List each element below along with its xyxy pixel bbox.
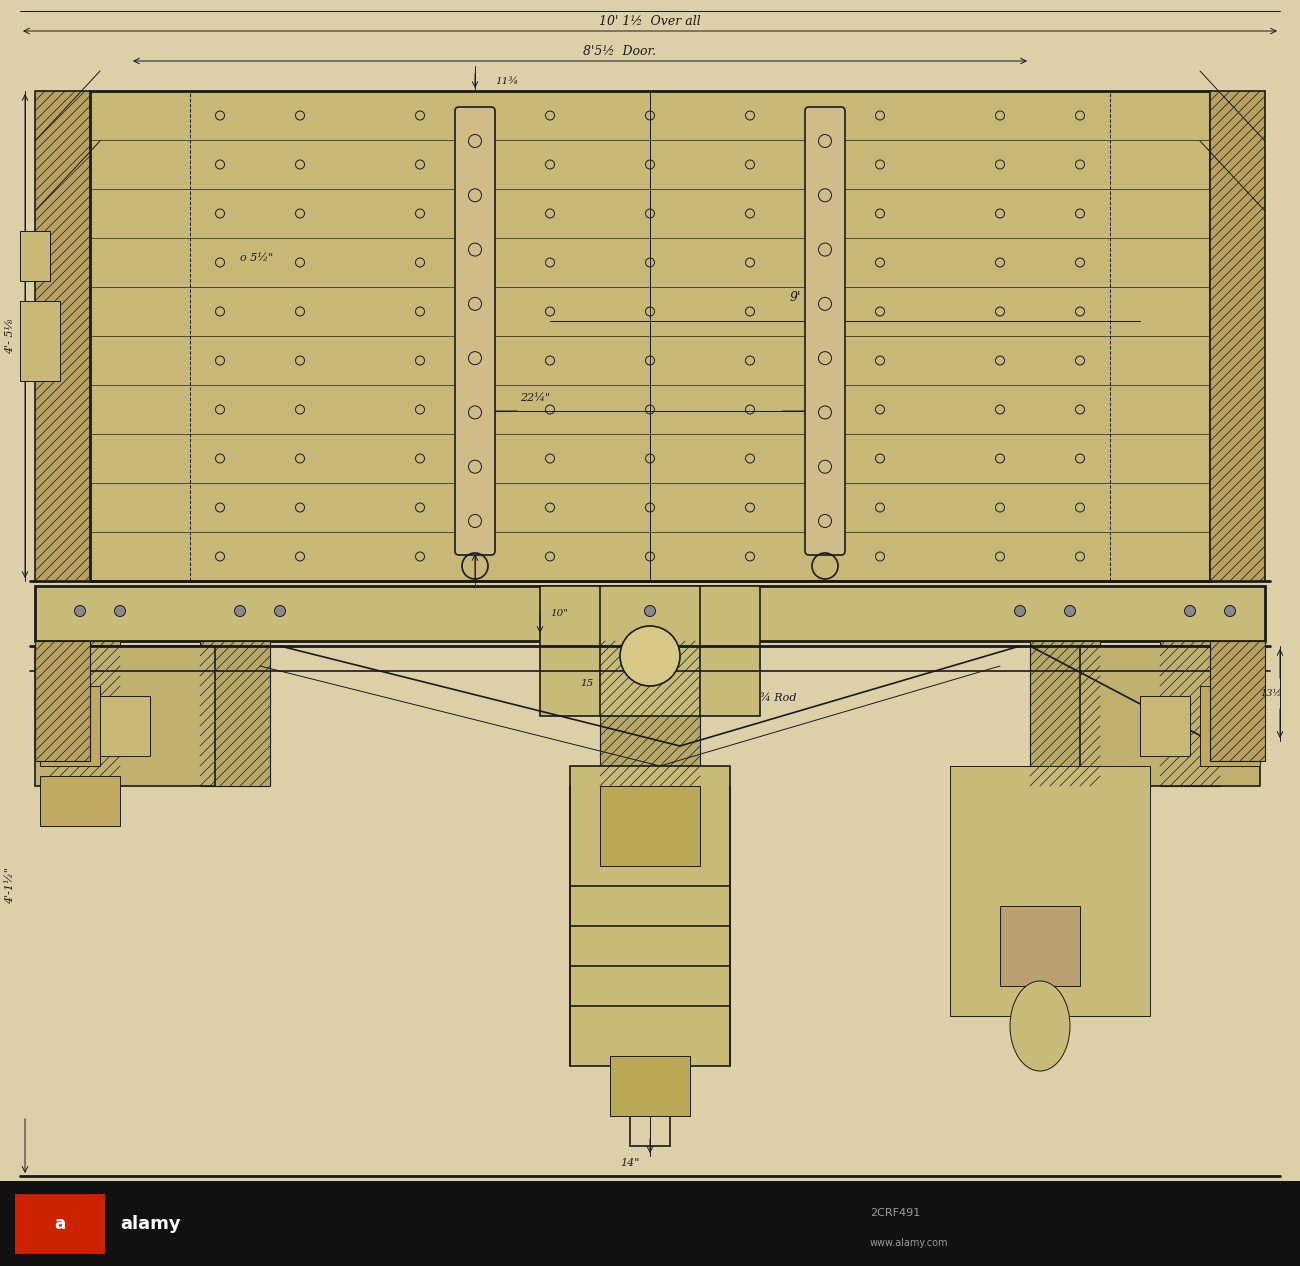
Bar	[90, 91, 1210, 141]
Bar	[950, 766, 1150, 1017]
Bar	[90, 484, 1210, 532]
Bar	[1080, 646, 1260, 786]
Circle shape	[1065, 605, 1075, 617]
Bar	[90, 335, 1210, 385]
Bar	[90, 434, 1210, 484]
Text: 11¾: 11¾	[495, 77, 519, 86]
FancyBboxPatch shape	[805, 108, 845, 555]
Text: www.alamy.com: www.alamy.com	[870, 1238, 949, 1248]
Circle shape	[1014, 605, 1026, 617]
Text: 9': 9'	[790, 291, 801, 304]
Bar	[40, 686, 100, 766]
Bar	[1200, 686, 1260, 766]
Text: 14": 14"	[620, 1158, 640, 1169]
Circle shape	[1184, 605, 1196, 617]
Bar	[1030, 641, 1100, 786]
Bar	[0, 1181, 1300, 1266]
Text: 10": 10"	[550, 609, 568, 618]
Bar	[90, 189, 1210, 238]
Bar	[540, 586, 760, 717]
Bar	[601, 641, 699, 786]
Circle shape	[620, 625, 680, 686]
Text: 8'5½  Door.: 8'5½ Door.	[584, 46, 656, 58]
Bar	[1140, 696, 1190, 756]
Circle shape	[645, 605, 655, 617]
Bar	[16, 1194, 105, 1255]
Text: 13½: 13½	[1260, 689, 1282, 698]
Bar	[35, 646, 214, 786]
Text: 15: 15	[580, 679, 593, 687]
Bar	[20, 230, 49, 281]
Bar	[35, 641, 90, 761]
Bar	[35, 91, 90, 581]
FancyBboxPatch shape	[455, 108, 495, 555]
Circle shape	[114, 605, 126, 617]
Text: 9¾": 9¾"	[485, 601, 507, 610]
Bar	[35, 586, 1265, 641]
Text: ¾ Rod: ¾ Rod	[760, 693, 797, 703]
Bar	[90, 532, 1210, 581]
Bar	[610, 1056, 690, 1117]
Text: 4'- 5⅛: 4'- 5⅛	[5, 318, 16, 353]
Bar	[200, 641, 270, 786]
Circle shape	[74, 605, 86, 617]
Bar	[1210, 91, 1265, 581]
Circle shape	[274, 605, 286, 617]
Bar	[601, 786, 699, 866]
Circle shape	[234, 605, 246, 617]
Bar	[90, 287, 1210, 335]
Text: alamy: alamy	[120, 1215, 181, 1233]
Bar	[90, 238, 1210, 287]
Ellipse shape	[1010, 981, 1070, 1071]
Bar	[90, 141, 1210, 189]
Bar	[1000, 906, 1080, 986]
Bar	[100, 696, 150, 756]
Text: a: a	[55, 1215, 65, 1233]
Bar	[90, 91, 1210, 581]
Text: 2CRF491: 2CRF491	[870, 1208, 920, 1218]
Text: 22¼": 22¼"	[520, 392, 550, 403]
Bar	[1210, 641, 1265, 761]
Text: 4'-1½": 4'-1½"	[5, 867, 16, 904]
Text: o 5½": o 5½"	[240, 253, 273, 263]
Bar	[20, 301, 60, 381]
Bar	[569, 766, 731, 1066]
Bar	[49, 641, 120, 786]
Text: 10' 1½  Over all: 10' 1½ Over all	[599, 15, 701, 28]
Circle shape	[1225, 605, 1235, 617]
Bar	[1160, 641, 1219, 786]
Bar	[40, 776, 120, 825]
Bar	[90, 385, 1210, 434]
